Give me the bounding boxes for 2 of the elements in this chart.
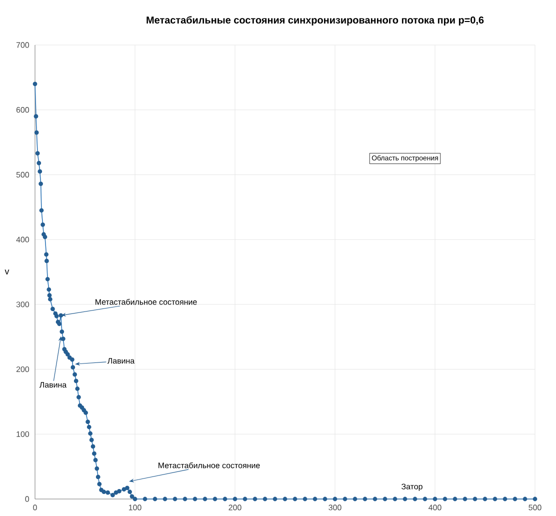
y-axis-title: v — [4, 270, 10, 274]
chart-title: Метастабильные состояния синхронизированного потока при p=0,6 — [146, 16, 484, 26]
